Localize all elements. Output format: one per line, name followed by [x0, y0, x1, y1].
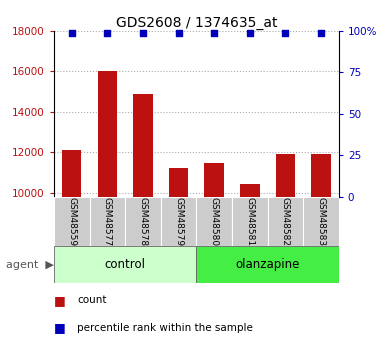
Text: count: count	[77, 295, 107, 305]
Point	[282, 30, 288, 36]
Bar	[169, 168, 188, 197]
Point	[69, 30, 75, 36]
Bar	[97, 71, 117, 197]
Text: GSM48580: GSM48580	[210, 197, 219, 246]
Point	[104, 30, 110, 36]
Text: GSM48582: GSM48582	[281, 197, 290, 246]
Text: agent  ▶: agent ▶	[6, 260, 54, 270]
Bar	[311, 154, 331, 197]
Bar	[125, 197, 161, 246]
Text: GSM48581: GSM48581	[245, 197, 254, 246]
Bar	[133, 94, 153, 197]
Bar	[54, 246, 196, 283]
Text: percentile rank within the sample: percentile rank within the sample	[77, 323, 253, 333]
Point	[140, 30, 146, 36]
Bar	[268, 197, 303, 246]
Point	[247, 30, 253, 36]
Point	[211, 30, 217, 36]
Text: ■: ■	[54, 294, 66, 307]
Bar	[161, 197, 196, 246]
Bar	[276, 154, 295, 197]
Bar	[240, 184, 259, 197]
Text: olanzapine: olanzapine	[235, 258, 300, 271]
Bar	[62, 150, 82, 197]
Bar	[196, 197, 232, 246]
Text: GSM48578: GSM48578	[139, 197, 147, 246]
Bar	[232, 197, 268, 246]
Bar	[54, 197, 90, 246]
Text: GSM48559: GSM48559	[67, 197, 76, 246]
Bar	[90, 197, 125, 246]
Text: control: control	[105, 258, 146, 271]
Bar	[196, 246, 339, 283]
Text: GSM48583: GSM48583	[316, 197, 325, 246]
Text: ■: ■	[54, 321, 66, 334]
Bar	[204, 164, 224, 197]
Text: GSM48579: GSM48579	[174, 197, 183, 246]
Title: GDS2608 / 1374635_at: GDS2608 / 1374635_at	[116, 16, 277, 30]
Text: GSM48577: GSM48577	[103, 197, 112, 246]
Point	[176, 30, 182, 36]
Point	[318, 30, 324, 36]
Bar	[303, 197, 339, 246]
